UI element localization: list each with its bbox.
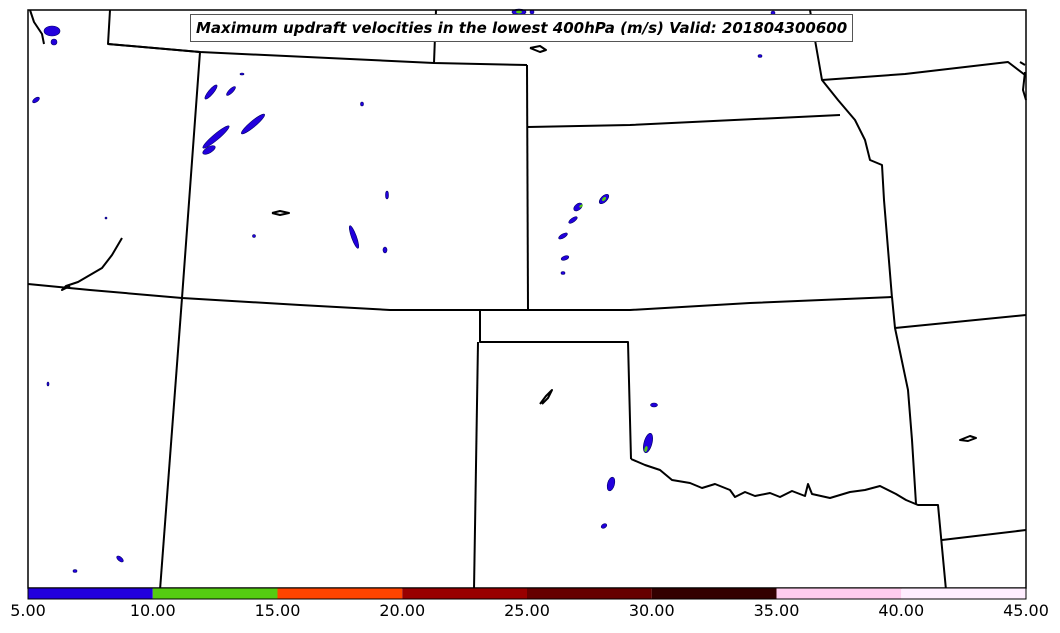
- boundary-sd-minnesota-iowa: [809, 9, 893, 299]
- updraft-core: [601, 196, 607, 202]
- colorbar-tick-label: 25.00: [504, 601, 550, 620]
- updraft-cell: [72, 569, 78, 573]
- lake-sakakawea: [529, 45, 547, 53]
- colorbar-tick-label: 5.00: [10, 601, 46, 620]
- colorbar: [28, 588, 1026, 599]
- updraft-core: [644, 446, 648, 452]
- updraft-cell: [568, 216, 578, 224]
- updraft-cell: [104, 216, 108, 220]
- updraft-cell: [116, 555, 124, 563]
- updraft-cell: [43, 25, 61, 37]
- reservoir-texas: [539, 389, 553, 405]
- updraft-cell: [385, 190, 389, 200]
- updraft-cell: [573, 202, 583, 212]
- updraft-cell: [241, 113, 265, 135]
- boundary-wyoming-southdakota: [526, 64, 529, 311]
- updraft-cell: [560, 255, 570, 261]
- colorbar-tick-label: 35.00: [753, 601, 800, 620]
- updraft-core: [516, 10, 522, 14]
- updraft-cell: [202, 125, 230, 149]
- boundary-red-river: [630, 458, 947, 591]
- updraft-cell: [348, 225, 360, 249]
- updraft-cell: [32, 96, 40, 104]
- updraft-cell: [46, 381, 50, 387]
- updraft-cell: [226, 86, 236, 96]
- updraft-core: [579, 204, 583, 208]
- updraft-contours: [32, 8, 776, 573]
- updraft-cell: [360, 101, 364, 107]
- updraft-cell: [202, 145, 216, 155]
- boundary-arkansas-louisiana: [941, 529, 1027, 541]
- boundary-colorado-newmexico: [479, 310, 632, 460]
- colorbar-tick-label: 10.00: [129, 601, 176, 620]
- boundary-montana-wyoming: [107, 43, 528, 66]
- river-washington-top: [29, 9, 45, 45]
- boundary-kansas-north: [480, 296, 893, 311]
- updraft-cell: [650, 402, 658, 408]
- updraft-cell: [560, 271, 566, 275]
- boundary-missouri-west: [891, 296, 917, 505]
- colorbar-frame: [27, 587, 1027, 600]
- boundary-mississippi-river: [1022, 71, 1027, 101]
- updraft-strong-cores: [516, 10, 648, 452]
- updraft-cell: [600, 523, 608, 529]
- lake-missouri: [959, 435, 977, 442]
- colorbar-bin-2: [277, 588, 403, 599]
- boundary-utah-colorado-north: [27, 283, 480, 311]
- colorbar-bin-5: [651, 588, 777, 599]
- reservoir-wyoming: [271, 210, 290, 216]
- colorbar-bin-7: [901, 588, 1026, 599]
- updraft-cell: [252, 234, 256, 238]
- boundary-idaho-montana-wy: [107, 9, 201, 299]
- boundary-great-salt-lake: [61, 237, 123, 291]
- updraft-cell: [239, 72, 245, 76]
- colorbar-tick-label: 30.00: [628, 601, 675, 620]
- boundary-missouri-arkansas: [894, 314, 1027, 329]
- river-mississippi-top: [1019, 61, 1026, 66]
- colorbar-tick-label: 45.00: [1003, 601, 1049, 620]
- boundary-newmexico-west: [473, 341, 479, 591]
- map-title: Maximum updraft velocities in the lowest…: [190, 14, 854, 42]
- colorbar-bin-3: [402, 588, 527, 599]
- colorbar-bin-0: [28, 588, 153, 599]
- colorbar-bin-1: [152, 588, 278, 599]
- boundary-nebraska-northborder: [527, 114, 841, 128]
- updraft-cell: [643, 432, 653, 454]
- state-boundaries: [27, 9, 1027, 591]
- boundary-utah-nevada: [159, 297, 183, 591]
- updraft-cell: [757, 54, 763, 58]
- updraft-cell: [50, 38, 58, 46]
- colorbar-bin-4: [527, 588, 652, 599]
- colorbar-tick-label: 40.00: [878, 601, 925, 620]
- updraft-cell: [382, 246, 388, 254]
- updraft-cell: [204, 84, 218, 100]
- colorbar-tick-label: 15.00: [254, 601, 301, 620]
- updraft-cell: [606, 476, 616, 492]
- boundary-iowa-top: [821, 61, 1026, 81]
- updraft-cell: [558, 232, 568, 240]
- colorbar-bin-6: [776, 588, 902, 599]
- colorbar-tick-label: 20.00: [379, 601, 426, 620]
